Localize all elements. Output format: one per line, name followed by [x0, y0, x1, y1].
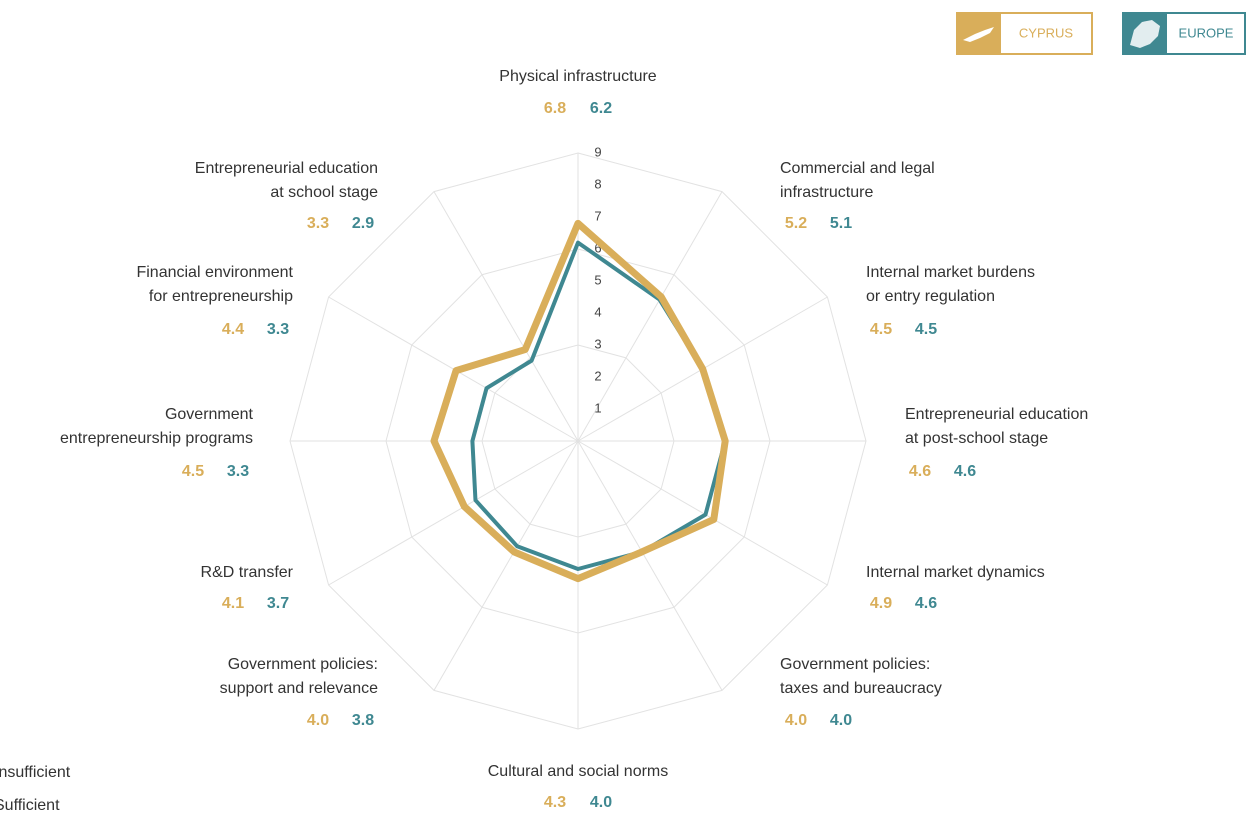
y-tick-label: 6	[594, 240, 601, 255]
value-label: 4.0	[590, 794, 612, 811]
axis-label: Government policies:	[780, 656, 930, 673]
axis-label: Internal market dynamics	[866, 564, 1045, 581]
axis-label: infrastructure	[780, 184, 873, 201]
value-label: 5.1	[830, 215, 852, 232]
axis-label: Internal market burdens	[866, 264, 1035, 281]
y-tick-label: 2	[594, 368, 601, 383]
value-label: 4.6	[909, 463, 931, 480]
legend-label: CYPRUS	[1019, 25, 1074, 40]
axis-label: Cultural and social norms	[488, 763, 669, 780]
spoke	[328, 440, 579, 586]
value-label: 4.5	[915, 321, 937, 338]
legend-icon	[963, 27, 994, 42]
value-label: 4.1	[222, 595, 244, 612]
spoke	[577, 440, 723, 691]
legend-label: EUROPE	[1179, 25, 1234, 40]
series-line	[430, 219, 729, 583]
value-label: 4.3	[544, 794, 566, 811]
value-label: 3.3	[267, 321, 289, 338]
value-label: 3.3	[227, 463, 249, 480]
axis-label: R&D transfer	[201, 564, 294, 581]
value-label: 5.2	[785, 215, 807, 232]
legend-icon	[1130, 20, 1160, 48]
axis-label: entrepreneurship programs	[60, 430, 253, 447]
value-label: 4.0	[830, 712, 852, 729]
y-tick-label: 9	[594, 144, 601, 159]
axis-label: support and relevance	[220, 680, 378, 697]
axis-label: taxes and bureaucracy	[780, 680, 942, 697]
value-label: 3.3	[307, 215, 329, 232]
axis-label: Government	[165, 406, 254, 423]
y-tick-label: 1	[594, 400, 601, 415]
value-label: 4.9	[870, 595, 892, 612]
value-label: 4.5	[870, 321, 892, 338]
value-label: 4.6	[915, 595, 937, 612]
value-label: 6.2	[590, 100, 612, 117]
scale-label: Sufficient	[0, 797, 60, 814]
axis-label: at school stage	[270, 184, 378, 201]
scale-label: Insufficient	[0, 764, 71, 781]
axis-label: Commercial and legal	[780, 160, 935, 177]
y-tick-label: 8	[594, 176, 601, 191]
spoke	[577, 440, 828, 586]
value-label: 4.0	[785, 712, 807, 729]
spoke	[577, 191, 723, 442]
value-label: 6.8	[544, 100, 566, 117]
spoke	[433, 191, 579, 442]
axis-label: at post-school stage	[905, 430, 1048, 447]
value-label: 4.4	[222, 321, 244, 338]
axis-label: Financial environment	[136, 264, 293, 281]
value-label: 4.5	[182, 463, 204, 480]
axis-label: Government policies:	[228, 656, 378, 673]
value-label: 4.6	[954, 463, 976, 480]
axis-label: for entrepreneurship	[149, 288, 293, 305]
value-label: 2.9	[352, 215, 374, 232]
value-label: 4.0	[307, 712, 329, 729]
axis-label: Entrepreneurial education	[195, 160, 378, 177]
y-tick-label: 5	[594, 272, 601, 287]
y-tick-label: 7	[594, 208, 601, 223]
value-label: 3.8	[352, 712, 374, 729]
spoke	[433, 440, 579, 691]
axis-label: Physical infrastructure	[499, 68, 656, 85]
y-tick-label: 4	[594, 304, 601, 319]
y-tick-label: 3	[594, 336, 601, 351]
axis-label: Entrepreneurial education	[905, 406, 1088, 423]
axis-label: or entry regulation	[866, 288, 995, 305]
value-label: 3.7	[267, 595, 289, 612]
